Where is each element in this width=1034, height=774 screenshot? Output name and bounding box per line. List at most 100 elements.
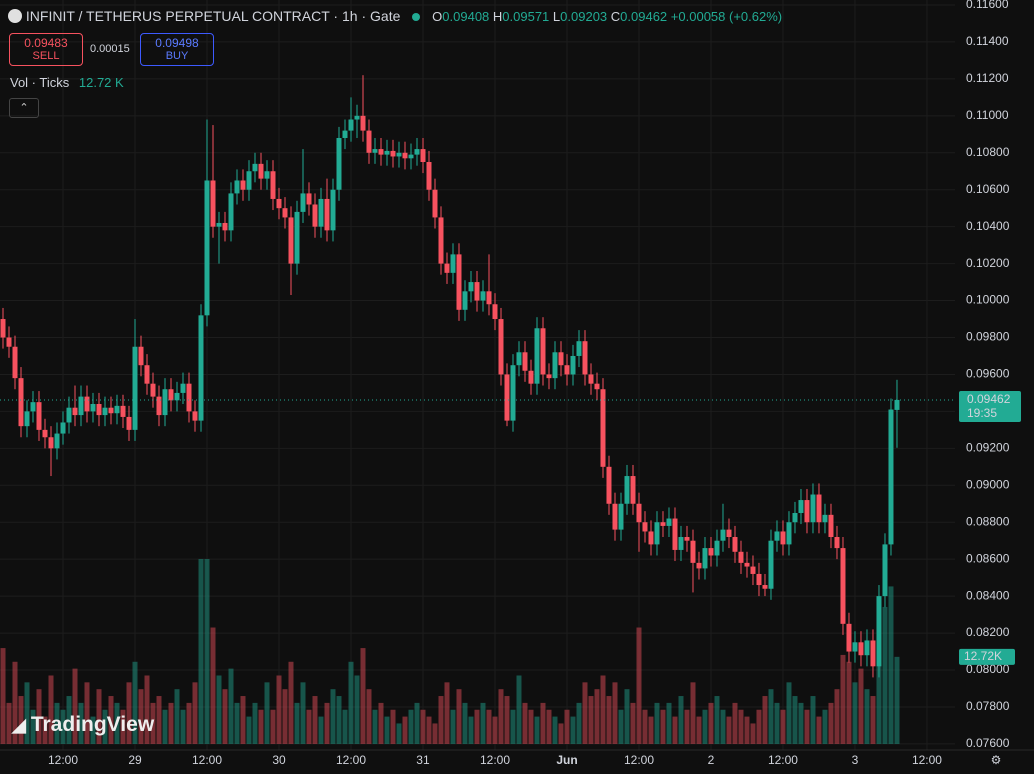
y-tick-label: 0.10600 xyxy=(966,182,1010,196)
volume-bar xyxy=(534,716,540,744)
volume-bar xyxy=(276,675,282,744)
y-tick-label: 0.11600 xyxy=(966,0,1009,11)
volume-bar xyxy=(36,689,42,744)
candle-body xyxy=(6,337,12,347)
volume-bar xyxy=(408,709,414,744)
candle-body xyxy=(546,374,552,379)
volume-bar xyxy=(312,696,318,744)
volume-bar xyxy=(774,702,780,744)
candle-body xyxy=(234,180,240,194)
volume-bar xyxy=(486,709,492,744)
volume-bar xyxy=(300,682,306,744)
volume-bar xyxy=(120,709,126,744)
y-tick-label: 0.10200 xyxy=(966,256,1010,270)
candle-body xyxy=(366,130,372,153)
candle-body xyxy=(768,540,774,589)
candle-body xyxy=(126,416,132,430)
candle-body xyxy=(312,204,318,227)
volume-bar xyxy=(378,702,384,744)
candle-body xyxy=(882,544,888,597)
candle-body xyxy=(654,522,660,545)
buy-button[interactable]: 0.09498 BUY xyxy=(140,33,214,66)
volume-bar xyxy=(24,682,30,744)
volume-bar xyxy=(798,702,804,744)
volume-bar xyxy=(858,668,864,744)
candle-body xyxy=(774,531,780,541)
volume-bar xyxy=(636,627,642,744)
volume-bar xyxy=(630,702,636,744)
volume-bar xyxy=(234,702,240,744)
interval[interactable]: 1h xyxy=(341,8,358,24)
volume-bar xyxy=(504,696,510,744)
volume-bar xyxy=(288,661,294,744)
candle-body xyxy=(156,396,162,416)
candle-body xyxy=(714,540,720,556)
volume-bar xyxy=(750,723,756,744)
volume-bar xyxy=(426,716,432,744)
y-tick-label: 0.10000 xyxy=(966,293,1010,307)
candle-body xyxy=(198,315,204,421)
candle-body xyxy=(186,383,192,412)
volume-bar xyxy=(228,668,234,744)
collapse-button[interactable]: ⌃ xyxy=(9,98,39,118)
candle-body xyxy=(300,193,306,212)
volume-bar xyxy=(336,696,342,744)
volume-bar xyxy=(456,689,462,744)
last-price: 0.09462 xyxy=(967,392,1011,406)
candle-body xyxy=(594,383,600,390)
volume-bar xyxy=(546,709,552,744)
candle-body xyxy=(324,198,330,231)
candle-body xyxy=(114,405,120,414)
candle-body xyxy=(810,494,816,523)
candle-body xyxy=(642,522,648,532)
sell-button[interactable]: 0.09483 SELL xyxy=(9,33,83,66)
candle-body xyxy=(522,352,528,371)
volume-bar xyxy=(708,702,714,744)
volume-bar xyxy=(552,716,558,744)
candle-body xyxy=(132,346,138,430)
volume-bar xyxy=(600,675,606,744)
volume-bar xyxy=(318,716,324,744)
candle-body xyxy=(420,149,426,163)
volume-bar xyxy=(876,648,882,744)
ohlc: O0.09408 H0.09571 L0.09203 C0.09462 +0.0… xyxy=(432,9,782,24)
candle-body xyxy=(210,180,216,227)
x-tick-label: 12:00 xyxy=(192,753,222,767)
volume-bar xyxy=(222,689,228,744)
candle-body xyxy=(192,411,198,421)
volume-bar xyxy=(108,696,114,744)
volume-bar xyxy=(618,709,624,744)
buy-price: 0.09498 xyxy=(155,36,199,50)
volume-bar xyxy=(678,696,684,744)
volume-bar xyxy=(816,716,822,744)
candle-body xyxy=(0,319,6,338)
volume-bar xyxy=(732,702,738,744)
symbol[interactable]: INFINIT / TETHERUS PERPETUAL CONTRACT xyxy=(25,8,330,24)
candle-body xyxy=(72,407,78,416)
candle-body xyxy=(678,537,684,550)
candle-body xyxy=(702,548,708,569)
y-tick-label: 0.09000 xyxy=(966,477,1010,491)
candle-body xyxy=(228,193,234,231)
candle-body xyxy=(462,291,468,310)
volume-bar xyxy=(786,682,792,744)
volume-bar xyxy=(780,709,786,744)
candle-body xyxy=(576,341,582,356)
candle-body xyxy=(750,566,756,574)
candle-body xyxy=(666,518,672,526)
volume-label: 12.72K xyxy=(964,649,1002,663)
candle-body xyxy=(150,383,156,397)
volume-bar xyxy=(306,709,312,744)
volume-bar xyxy=(852,682,858,744)
last-price-badge xyxy=(959,390,1021,422)
volume-bar xyxy=(564,709,570,744)
volume-bar xyxy=(420,709,426,744)
volume-bar xyxy=(354,675,360,744)
candle-body xyxy=(30,402,36,412)
candle-body xyxy=(540,328,546,375)
candle-body xyxy=(390,150,396,157)
candle-body xyxy=(24,411,30,427)
candle-body xyxy=(816,494,822,523)
candle-body xyxy=(834,537,840,549)
candle-body xyxy=(636,503,642,523)
